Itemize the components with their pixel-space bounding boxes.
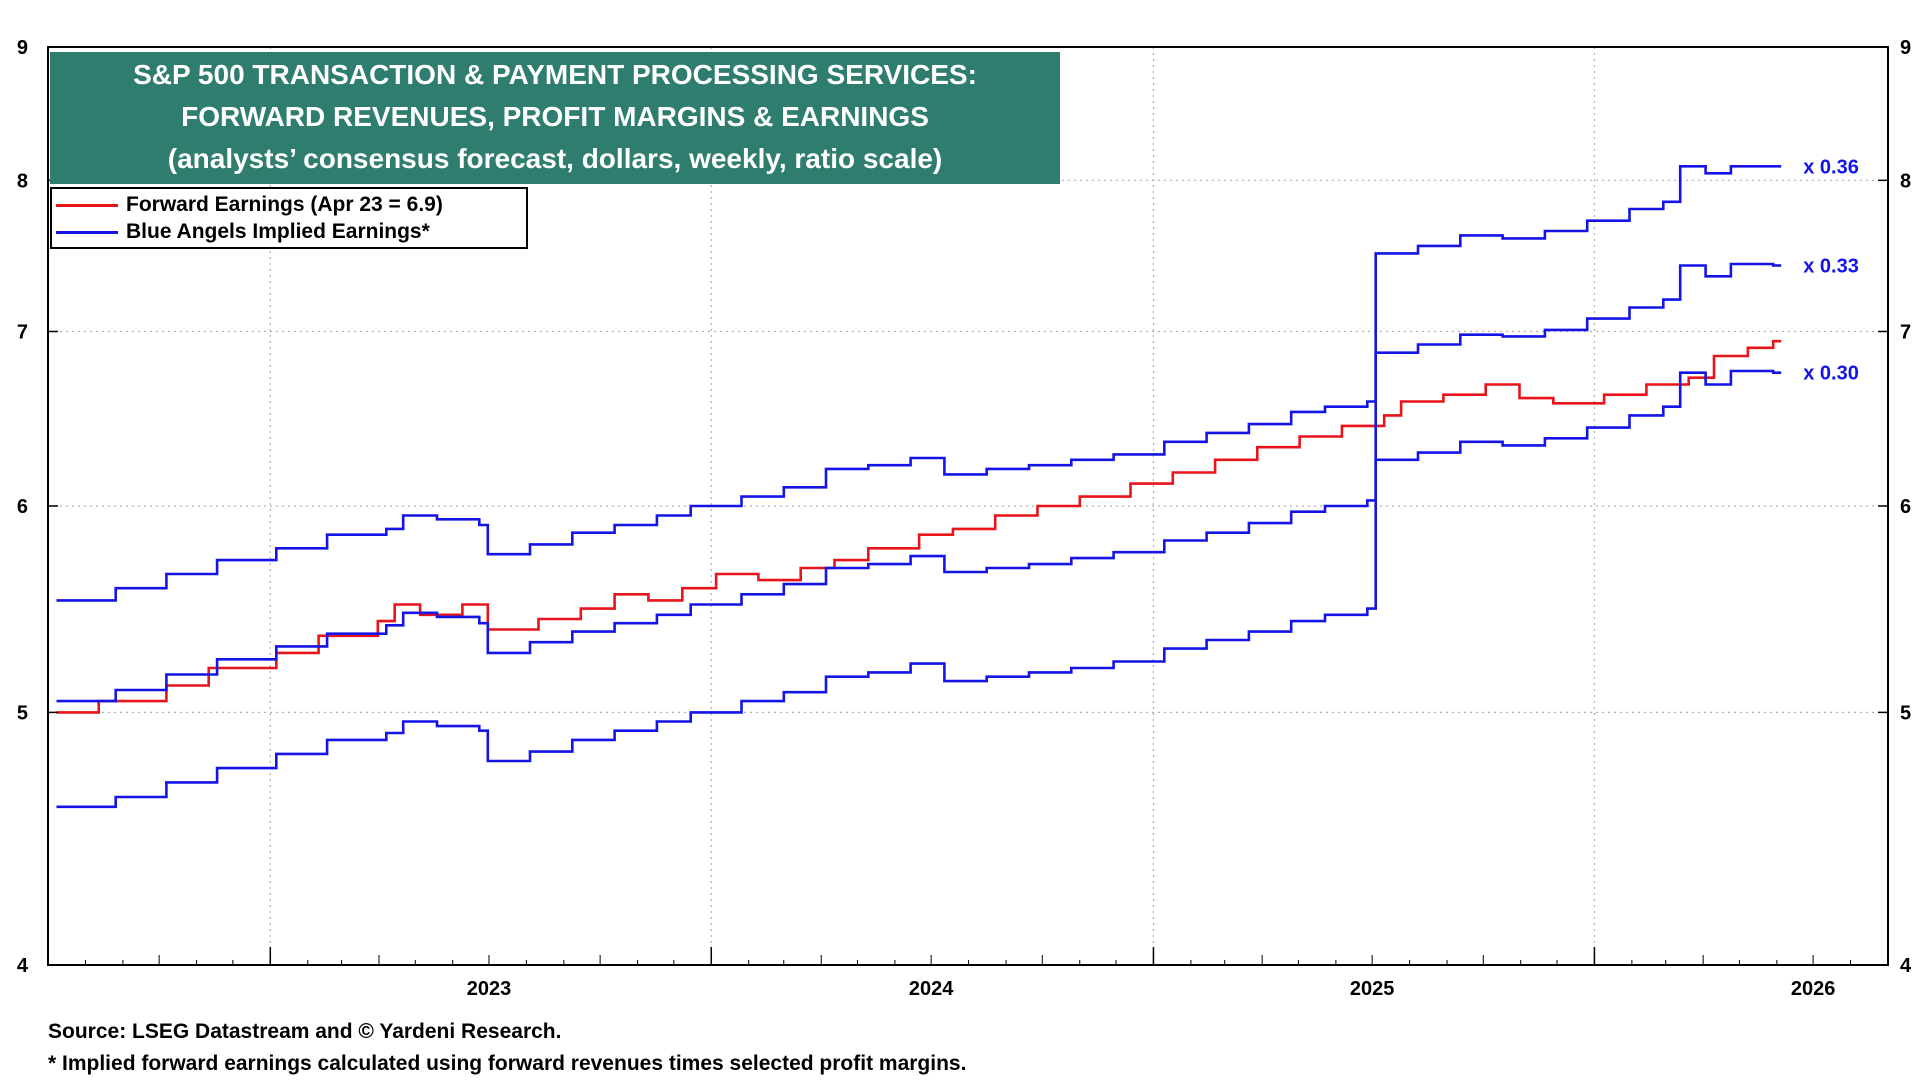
legend-item-implied-earnings: Blue Angels Implied Earnings* <box>56 219 430 245</box>
y-tick-label-right-7: 7 <box>1900 321 1911 343</box>
chart-grid <box>48 47 1888 965</box>
footer-source: Source: LSEG Datastream and © Yardeni Re… <box>48 1020 562 1043</box>
y-tick-label-right-8: 8 <box>1900 170 1911 192</box>
chart-series <box>56 165 1782 809</box>
chart-title-line-2: FORWARD REVENUES, PROFIT MARGINS & EARNI… <box>181 101 929 132</box>
chart-legend: Forward Earnings (Apr 23 = 6.9) Blue Ang… <box>50 187 528 249</box>
legend-item-forward-earnings: Forward Earnings (Apr 23 = 6.9) <box>56 192 443 218</box>
series-line-implied-036 <box>56 165 1782 602</box>
y-tick-label-left-6: 6 <box>17 496 28 518</box>
chart-ticks <box>48 46 1888 966</box>
series-label-030: x 0.30 <box>1803 363 1859 385</box>
x-tick-label-2026: 2026 <box>1791 978 1836 1000</box>
y-tick-label-right-4: 4 <box>1900 955 1912 977</box>
chart-title-box: S&P 500 TRANSACTION & PAYMENT PROCESSING… <box>50 52 1060 184</box>
chart-title-line-1: S&P 500 TRANSACTION & PAYMENT PROCESSING… <box>133 59 977 90</box>
footer-note: * Implied forward earnings calculated us… <box>48 1052 967 1075</box>
series-line-implied-030 <box>56 369 1782 809</box>
x-tick-label-2025: 2025 <box>1350 978 1395 1000</box>
series-line-forward-earnings <box>56 339 1782 714</box>
y-tick-label-left-7: 7 <box>17 321 28 343</box>
x-tick-label-2023: 2023 <box>467 978 512 1000</box>
legend-label-forward-earnings: Forward Earnings (Apr 23 = 6.9) <box>126 193 443 216</box>
legend-label-implied-earnings: Blue Angels Implied Earnings* <box>126 220 430 243</box>
legend-swatch-blue <box>56 230 118 234</box>
x-tick-label-2024: 2024 <box>909 978 954 1000</box>
y-tick-label-left-9: 9 <box>17 37 28 59</box>
series-label-036: x 0.36 <box>1803 156 1859 178</box>
chart-labels: 2023 2024 2025 2026 4 4 5 5 6 6 7 7 8 8 9 9 x 0.36 x 0.33… <box>17 37 1912 1000</box>
legend-swatch-red <box>56 203 118 207</box>
series-line-implied-033 <box>56 262 1782 703</box>
y-tick-label-right-5: 5 <box>1900 702 1911 724</box>
y-tick-label-right-9: 9 <box>1900 37 1911 59</box>
series-label-033: x 0.33 <box>1803 256 1859 278</box>
y-tick-label-left-4: 4 <box>17 955 29 977</box>
y-tick-label-left-5: 5 <box>17 702 28 724</box>
y-tick-label-left-8: 8 <box>17 170 28 192</box>
y-tick-label-right-6: 6 <box>1900 496 1911 518</box>
chart-subtitle: (analysts’ consensus forecast, dollars, … <box>167 143 943 174</box>
